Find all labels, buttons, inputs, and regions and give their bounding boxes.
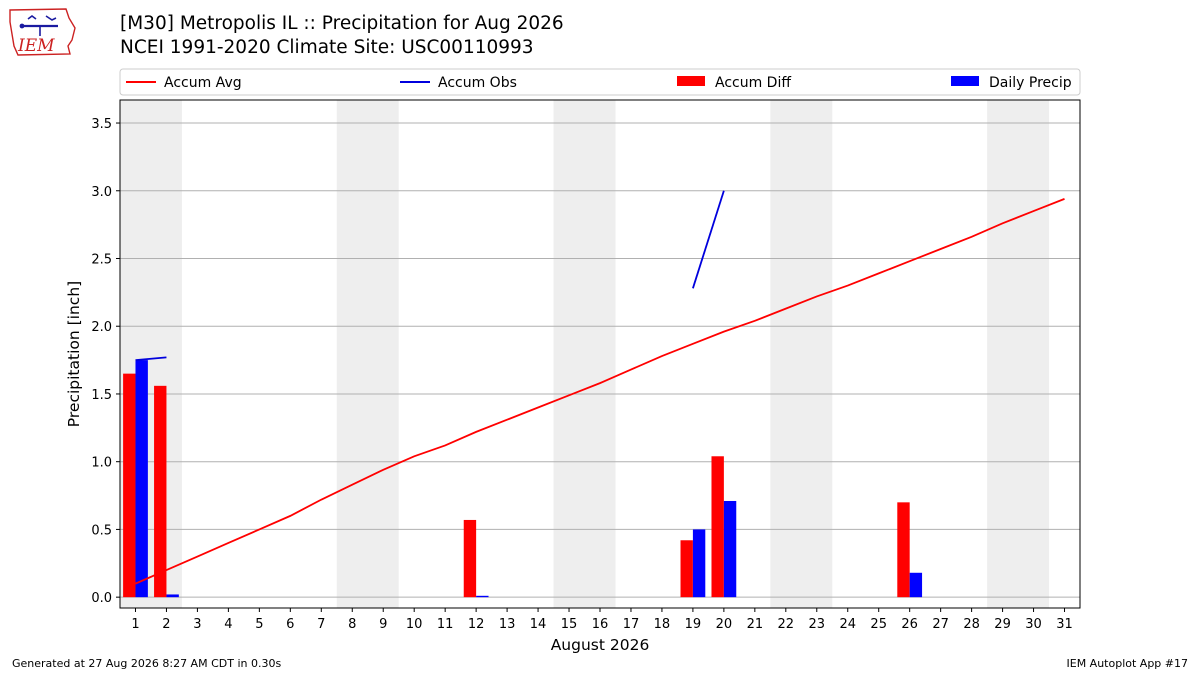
legend-swatch-daily-precip bbox=[951, 76, 979, 86]
x-tick-label: 14 bbox=[530, 617, 547, 632]
iem-logo: IEM bbox=[9, 8, 76, 56]
footer-generated: Generated at 27 Aug 2026 8:27 AM CDT in … bbox=[12, 657, 282, 670]
legend: Accum Avg Accum Obs Accum Diff Daily Precip bbox=[119, 68, 1081, 96]
x-tick-label: 25 bbox=[870, 617, 887, 632]
x-tick-label: 20 bbox=[716, 617, 733, 632]
x-tick-label: 11 bbox=[437, 617, 454, 632]
x-tick-label: 5 bbox=[255, 617, 263, 632]
y-tick-label: 2.0 bbox=[91, 320, 112, 335]
bar-daily-precip bbox=[692, 529, 706, 598]
x-tick-label: 15 bbox=[561, 617, 578, 632]
logo-text: IEM bbox=[17, 36, 55, 56]
x-tick-label: 4 bbox=[224, 617, 232, 632]
legend-label-daily-precip: Daily Precip bbox=[989, 75, 1072, 91]
y-tick-label: 3.0 bbox=[91, 185, 112, 200]
bar-daily-precip bbox=[723, 500, 737, 598]
bar-accum-diff bbox=[154, 385, 167, 598]
plot-area: 0.00.51.01.52.02.53.03.51 2 3 4 5 6 7 8 9 10 11 12 1… bbox=[91, 99, 1081, 632]
x-tick-label: 8 bbox=[348, 617, 356, 632]
x-tick-label: 13 bbox=[499, 617, 516, 632]
y-tick-label: 3.5 bbox=[91, 117, 112, 132]
weekend-band bbox=[336, 100, 399, 608]
legend-label-accum-diff: Accum Diff bbox=[715, 75, 791, 91]
bar-accum-diff bbox=[123, 373, 136, 598]
x-tick-label: 26 bbox=[901, 617, 918, 632]
x-tick-label: 18 bbox=[654, 617, 671, 632]
weekend-band bbox=[770, 100, 833, 608]
weekend-band bbox=[987, 100, 1050, 608]
iowa-outline-icon bbox=[9, 8, 76, 56]
bar-accum-diff bbox=[897, 502, 910, 598]
x-tick-label: 7 bbox=[317, 617, 325, 632]
chart-subtitle: NCEI 1991-2020 Climate Site: USC00110993 bbox=[120, 37, 534, 58]
bar-accum-diff bbox=[711, 456, 724, 598]
x-tick-label: 30 bbox=[1025, 617, 1042, 632]
y-tick-label: 1.5 bbox=[91, 388, 112, 403]
x-tick-label: 31 bbox=[1056, 617, 1073, 632]
x-tick-label: 9 bbox=[379, 617, 387, 632]
x-tick-label: 19 bbox=[685, 617, 702, 632]
line-accum-obs bbox=[135, 356, 167, 361]
bar-daily-precip bbox=[135, 360, 148, 598]
y-tick-label: 2.5 bbox=[91, 252, 112, 267]
legend-label-accum-obs: Accum Obs bbox=[438, 75, 517, 91]
y-axis-label: Precipitation [inch] bbox=[65, 281, 83, 427]
weekend-band bbox=[553, 100, 616, 608]
x-tick-label: 28 bbox=[963, 617, 980, 632]
x-tick-label: 2 bbox=[162, 617, 170, 632]
bar-accum-diff bbox=[680, 540, 693, 598]
footer-app: IEM Autoplot App #17 bbox=[1066, 657, 1189, 670]
y-tick-label: 0.5 bbox=[91, 523, 112, 538]
legend-label-accum-avg: Accum Avg bbox=[164, 75, 242, 91]
x-tick-label: 24 bbox=[839, 617, 856, 632]
bar-daily-precip bbox=[909, 572, 923, 598]
x-tick-label: 22 bbox=[778, 617, 795, 632]
y-tick-label: 1.0 bbox=[91, 456, 112, 471]
x-axis-label: August 2026 bbox=[551, 636, 650, 654]
x-tick-label: 29 bbox=[994, 617, 1011, 632]
x-tick-label: 6 bbox=[286, 617, 294, 632]
bar-accum-diff bbox=[463, 519, 477, 598]
x-tick-label: 27 bbox=[932, 617, 949, 632]
bar-daily-precip bbox=[166, 594, 179, 598]
line-accum-obs bbox=[692, 190, 725, 289]
plot-frame bbox=[119, 99, 1081, 609]
x-tick-label: 3 bbox=[193, 617, 201, 632]
bar-daily-precip bbox=[476, 595, 489, 598]
x-tick-label: 16 bbox=[592, 617, 609, 632]
line-accum-avg bbox=[135, 198, 1065, 585]
y-tick-label: 0.0 bbox=[91, 591, 112, 606]
x-tick-label: 17 bbox=[623, 617, 640, 632]
chart-title: [M30] Metropolis IL :: Precipitation for… bbox=[120, 13, 564, 34]
legend-swatch-accum-diff bbox=[677, 76, 705, 86]
x-tick-label: 21 bbox=[747, 617, 764, 632]
x-tick-label: 12 bbox=[468, 617, 485, 632]
legend-box bbox=[119, 68, 1081, 96]
x-tick-label: 23 bbox=[809, 617, 826, 632]
x-tick-label: 1 bbox=[131, 617, 139, 632]
x-tick-label: 10 bbox=[406, 617, 423, 632]
